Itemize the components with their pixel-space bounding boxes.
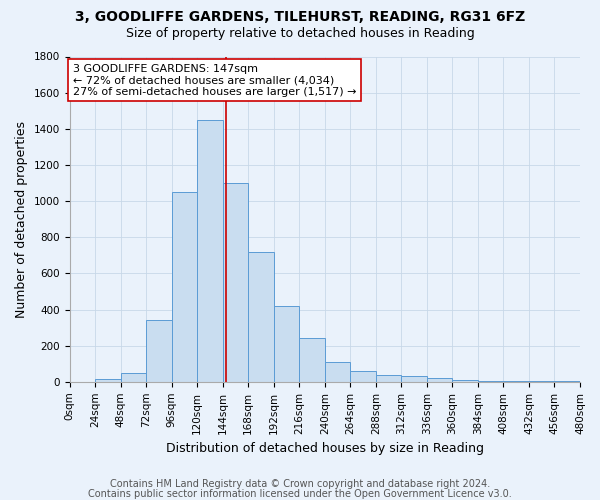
Bar: [427, 378, 452, 382]
Bar: [146, 320, 172, 382]
Bar: [478, 381, 503, 382]
Bar: [172, 192, 197, 382]
Bar: [325, 362, 350, 382]
Bar: [503, 381, 529, 382]
Text: Contains HM Land Registry data © Crown copyright and database right 2024.: Contains HM Land Registry data © Crown c…: [110, 479, 490, 489]
Text: Size of property relative to detached houses in Reading: Size of property relative to detached ho…: [125, 28, 475, 40]
Text: Contains public sector information licensed under the Open Government Licence v3: Contains public sector information licen…: [88, 489, 512, 499]
Bar: [223, 183, 248, 382]
Bar: [350, 371, 376, 382]
Bar: [376, 374, 401, 382]
Text: 3, GOODLIFFE GARDENS, TILEHURST, READING, RG31 6FZ: 3, GOODLIFFE GARDENS, TILEHURST, READING…: [75, 10, 525, 24]
Bar: [452, 380, 478, 382]
Bar: [274, 306, 299, 382]
Bar: [121, 373, 146, 382]
Y-axis label: Number of detached properties: Number of detached properties: [15, 120, 28, 318]
Text: 3 GOODLIFFE GARDENS: 147sqm
← 72% of detached houses are smaller (4,034)
27% of : 3 GOODLIFFE GARDENS: 147sqm ← 72% of det…: [73, 64, 356, 97]
Bar: [299, 338, 325, 382]
Bar: [248, 252, 274, 382]
Bar: [401, 376, 427, 382]
X-axis label: Distribution of detached houses by size in Reading: Distribution of detached houses by size …: [166, 442, 484, 455]
Bar: [95, 379, 121, 382]
Bar: [197, 120, 223, 382]
